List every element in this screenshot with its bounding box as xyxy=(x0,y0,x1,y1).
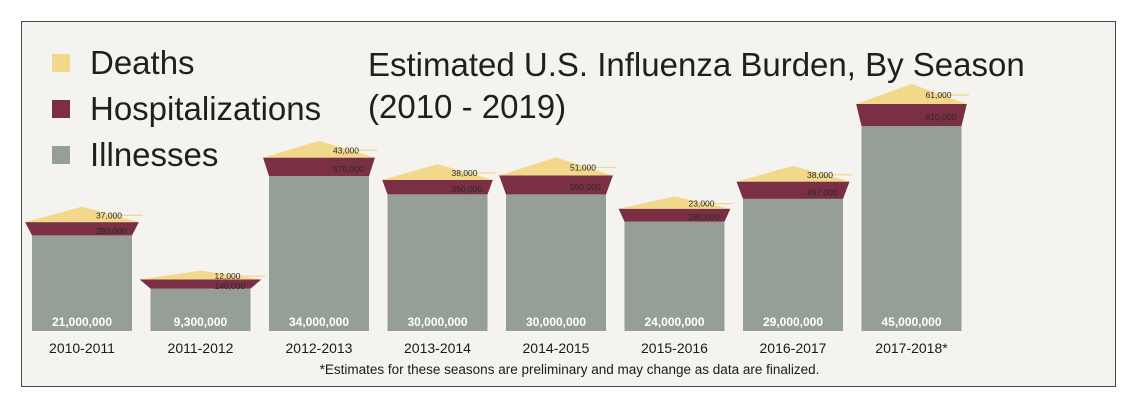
death-value-label: 43,000 xyxy=(333,145,359,155)
illness-mountain xyxy=(506,194,606,331)
hospitalization-value-label: 280,000 xyxy=(689,212,720,222)
illness-value-label: 9,300,000 xyxy=(174,315,228,329)
death-tip xyxy=(263,140,375,158)
season-label: 2014-2015 xyxy=(523,340,590,356)
season-label: 2016-2017 xyxy=(760,340,827,356)
hospitalization-value-label: 140,000 xyxy=(215,281,246,291)
death-tip xyxy=(736,165,850,182)
death-tip xyxy=(139,270,262,280)
hospitalization-value-label: 497,000 xyxy=(807,187,838,197)
illness-mountain xyxy=(150,288,251,331)
illness-value-label: 24,000,000 xyxy=(644,315,704,329)
hospitalization-value-label: 350,000 xyxy=(452,184,483,194)
illness-mountain xyxy=(269,176,369,331)
hospitalization-value-label: 290,000 xyxy=(96,226,127,236)
illness-mountain xyxy=(32,235,132,331)
death-tip xyxy=(499,157,613,176)
legend-swatch-deaths xyxy=(52,54,70,72)
hospitalization-band xyxy=(263,157,375,177)
season-label: 2013-2014 xyxy=(404,340,471,356)
season-label: 2017-2018* xyxy=(875,340,948,356)
illness-mountain xyxy=(861,126,962,331)
legend-label-hospitalizations: Hospitalizations xyxy=(90,90,322,127)
illness-value-label: 30,000,000 xyxy=(526,315,586,329)
hospitalization-value-label: 590,000 xyxy=(570,182,601,192)
season-label: 2012-2013 xyxy=(286,340,353,356)
death-value-label: 38,000 xyxy=(807,170,833,180)
footnote: *Estimates for these seasons are prelimi… xyxy=(319,362,820,377)
hospitalization-band xyxy=(856,104,967,126)
illness-value-label: 45,000,000 xyxy=(881,315,941,329)
chart-title-line2: (2010 - 2019) xyxy=(368,88,567,125)
death-value-label: 12,000 xyxy=(215,271,241,281)
season-label: 2011-2012 xyxy=(168,340,234,356)
legend-label-deaths: Deaths xyxy=(90,44,195,81)
hospitalization-band xyxy=(736,181,850,199)
death-value-label: 51,000 xyxy=(570,162,596,172)
death-value-label: 38,000 xyxy=(452,168,478,178)
death-tip xyxy=(25,206,139,223)
hospitalization-value-label: 570,000 xyxy=(333,164,364,174)
illness-value-label: 21,000,000 xyxy=(52,315,112,329)
illness-mountain xyxy=(387,194,488,331)
illness-value-label: 29,000,000 xyxy=(763,315,823,329)
death-value-label: 23,000 xyxy=(689,199,715,209)
hospitalization-band xyxy=(139,279,262,289)
chart-title: Estimated U.S. Influenza Burden, By Seas… xyxy=(368,44,1025,128)
chart-frame: Deaths Hospitalizations Illnesses Estima… xyxy=(21,21,1116,387)
death-value-label: 61,000 xyxy=(926,90,952,100)
illness-mountain xyxy=(624,221,725,331)
hospitalization-band xyxy=(25,222,139,236)
season-label: 2015-2016 xyxy=(641,340,708,356)
chart-title-line1: Estimated U.S. Influenza Burden, By Seas… xyxy=(368,46,1025,83)
chart-plot: 37,000 290,000 21,000,000 2010-2011 12,00014… xyxy=(25,84,970,356)
hospitalization-value-label: 810,000 xyxy=(926,112,957,122)
illness-value-label: 30,000,000 xyxy=(407,315,467,329)
legend-swatch-illnesses xyxy=(52,146,70,164)
death-tip xyxy=(618,196,731,209)
death-value-label: 37,000 xyxy=(96,210,122,220)
legend-label-illnesses: Illnesses xyxy=(90,136,219,173)
season-label: 2010-2011 xyxy=(49,340,115,356)
legend-swatch-hospitalizations xyxy=(52,100,70,118)
hospitalization-band xyxy=(499,175,613,195)
hospitalization-band xyxy=(618,208,731,222)
illness-mountain xyxy=(743,198,843,331)
death-tip xyxy=(382,164,493,180)
hospitalization-band xyxy=(382,179,493,195)
illness-value-label: 34,000,000 xyxy=(289,315,349,329)
death-tip xyxy=(856,84,967,104)
